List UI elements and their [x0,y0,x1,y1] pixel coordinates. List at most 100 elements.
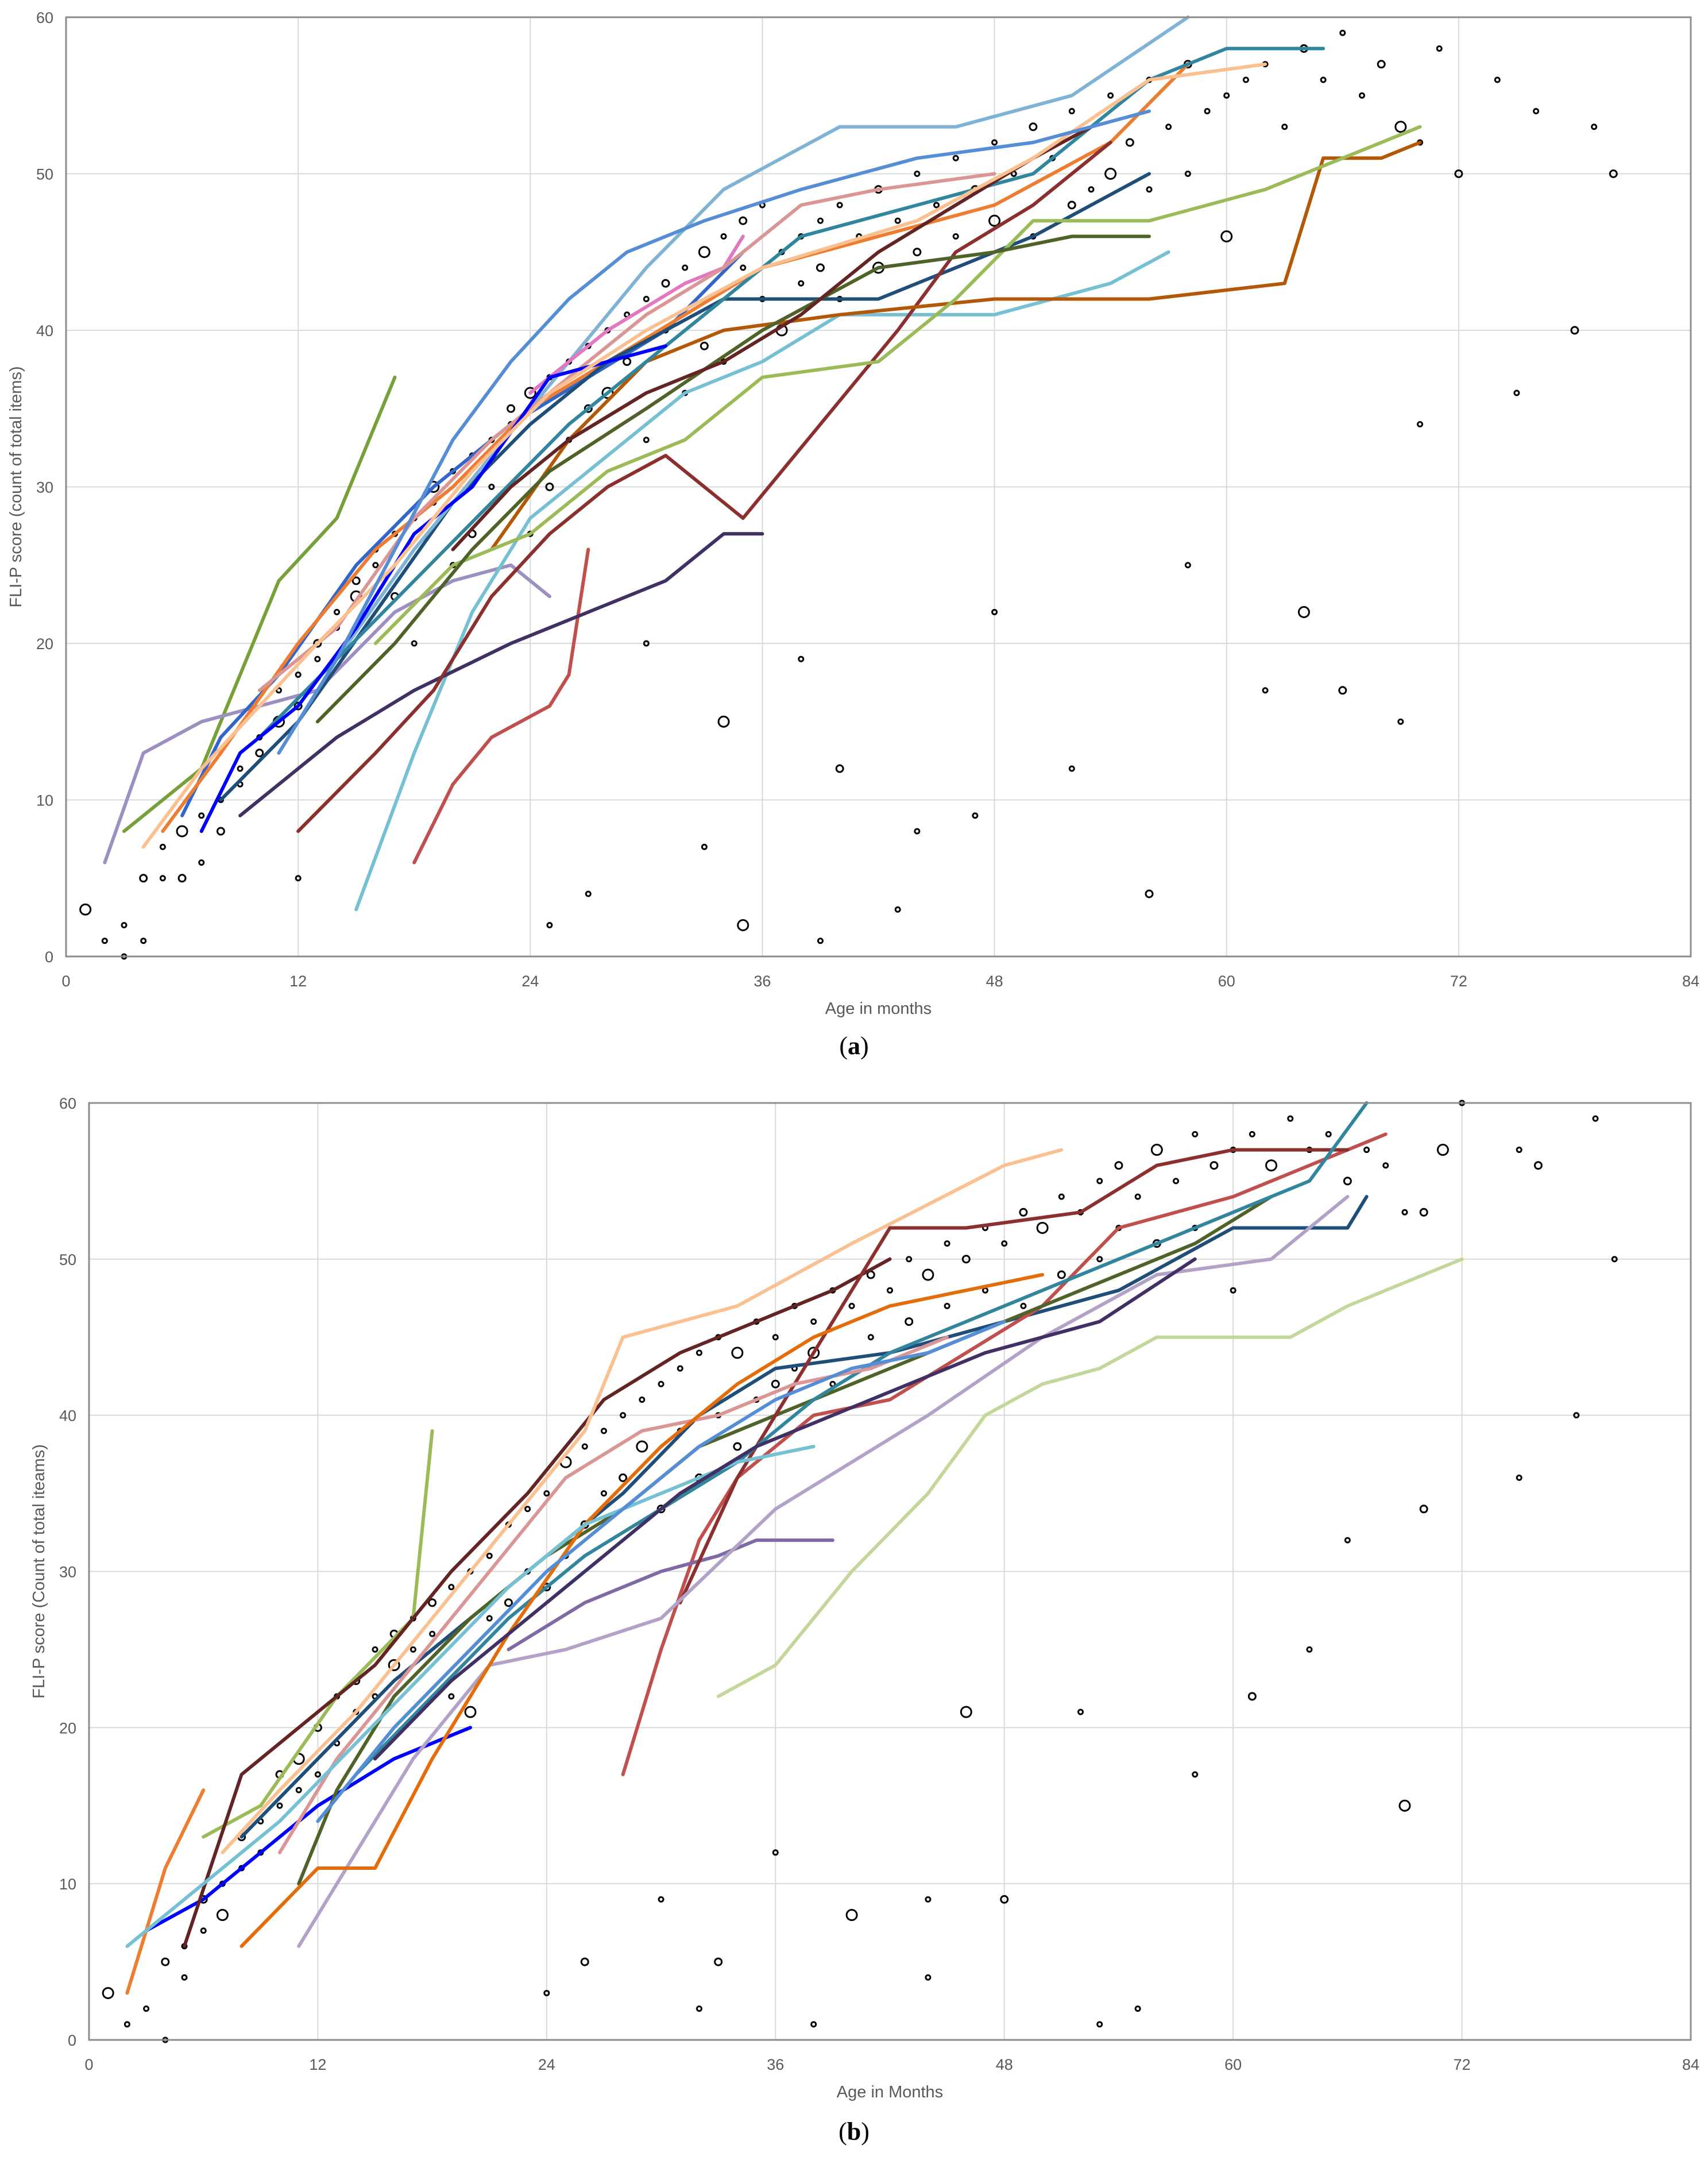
panel-a-scatter-point [798,280,805,287]
panel-b-label-letter: b [847,2117,861,2146]
panel-a-scatter-point [1165,124,1172,130]
panel-a-scatter-point [1088,186,1095,193]
panel-a-scatter-point [740,264,747,271]
panel-a-scatter-point [1242,76,1249,83]
panel-a-scatter-point [737,919,749,931]
panel-a-scatter-point [1394,121,1407,133]
panel-b-scatter-point [1436,1144,1449,1156]
panel-a-series-s19 [141,62,1268,849]
panel-a-series-s9 [296,141,1112,833]
panel-b-series-t2 [144,1726,472,1932]
panel-a-scatter-point [1297,606,1310,618]
panel-a-scatter-point [701,843,708,850]
panel-a-series-s20 [277,109,1151,755]
panel-a-scatter-point [351,576,361,585]
panel-a-scatter-point [585,890,592,897]
panel-b-scatter-point [409,1646,416,1653]
panel-b-plot-frame [88,1102,1692,2041]
panel-b-scatter-point [731,1347,744,1359]
panel-b-scatter-point [1192,1771,1199,1778]
panel-b-scatter-point [810,2021,817,2028]
panel-b-scatter-point [867,1334,874,1341]
panel-a-scatter-point [952,233,959,240]
panel-b-scatter-point [1398,1799,1411,1812]
panel-a-scatter-point [914,828,921,835]
panel-a-scatter-point [255,749,264,758]
panel-b-scatter-point [1516,1474,1522,1481]
panel-a-scatter-point [1068,108,1075,114]
panel-a-scatter-point [1281,124,1288,130]
panel-a-series-s8 [238,532,764,817]
panel-a-scatter-point [1570,326,1579,335]
panel-b-scatter-point [429,1630,436,1637]
panel-b-scatter-point [295,1787,302,1793]
panel-b-scatter-point [960,1706,972,1718]
panel-b-scatter-point [1401,1209,1408,1216]
panel-a-scatter-point [991,609,998,615]
panel-a-scatter-point [140,938,147,944]
panel-b-scatter-point [658,1380,664,1387]
panel-a-x-axis-label: Age in months [825,1000,932,1018]
panel-a-x-tick-48: 48 [986,973,1003,990]
panel-b-scatter-point [388,1659,400,1672]
panel-a-scatter-point [198,812,205,819]
panel-b-scatter-point [600,1428,607,1434]
panel-a: 0 12 24 36 48 60 72 84 0 10 20 30 40 50 60 Age in mon… [7,9,1699,1060]
panel-b-scatter-point [925,1974,932,1981]
panel-a-y-tick-50: 50 [36,166,53,183]
panel-b-scatter-point [905,1317,914,1326]
panel-b-series-t5 [221,1148,1064,1854]
panel-a-scatter-point [1591,124,1598,130]
panel-a-scatter-point [372,562,379,569]
panel-b-series-t12 [354,1101,1369,1776]
panel-b-x-axis-label: Age in Months [837,2083,943,2101]
panel-a-scatter-point [720,233,727,240]
panel-a-x-tick-36: 36 [753,973,771,990]
panel-b-series-t1 [125,1788,206,1995]
panel-a-x-tick-84: 84 [1682,973,1699,990]
panel-a-scatter-point [1104,168,1117,180]
panel-b-scatter-point [1209,1161,1219,1170]
panel-b-scatter-point [1057,1270,1066,1279]
panel-a-scatter-point [314,655,321,662]
panel-a-scatter-point [914,171,921,177]
panel-a-scatter-point [295,875,302,882]
panel-a-scatter-point [717,715,730,728]
panel-b-scatter-point [695,1349,702,1356]
panel-b-scatter-point [1058,1193,1065,1200]
panel-b-scatter-point [714,1957,723,1966]
panel-a-y-axis-label: FLI-P score (count of total items) [7,366,25,607]
panel-a-scatter-point [177,874,187,883]
panel-b-scatter-point [314,1771,321,1778]
panel-a-scatter-point [411,640,418,647]
panel-a-scatter-point [1068,765,1075,772]
panel-a-scatter-point [198,859,205,866]
panel-a-scatter-point [1454,169,1463,178]
panel-a-scatter-point [159,875,166,882]
panel-a-scatter-point [894,217,901,224]
panel-b-scatter-point [772,1849,779,1856]
panel-b-scatter-point [1001,1240,1008,1247]
panel-a-trajectory-lines [103,16,1422,912]
panel-b-scatter-point [1019,1208,1028,1217]
panel-a-scatter-point [295,672,302,678]
panel-b-scatter-point [1020,1302,1027,1309]
panel-b-scatter-point [772,1334,779,1341]
panel-b-scatter-point [161,1957,170,1966]
panel-b-x-tick-48: 48 [996,2056,1013,2073]
panel-b-y-tick-0: 0 [68,2032,76,2049]
panel-b-y-tick-10: 10 [59,1876,76,1893]
panel-a-scatter-point [601,387,614,399]
panel-a-y-tick-60: 60 [36,9,53,26]
panel-a-scatter-point [643,296,650,302]
panel-b-scatter-point [639,1396,646,1403]
panel-a-scatter-point [1436,45,1443,52]
panel-b-series-t10 [507,1538,834,1652]
panel-b-scatter-point [486,1552,493,1559]
panel-b-scatter-point [504,1598,513,1607]
panel-a-scatter-point [1125,138,1134,147]
panel-b-scatter-point [619,1473,628,1482]
panel-a-x-tick-60: 60 [1218,973,1235,990]
panel-b-scatter-point [143,2005,150,2012]
panel-b-scatter-point [1611,1256,1618,1263]
